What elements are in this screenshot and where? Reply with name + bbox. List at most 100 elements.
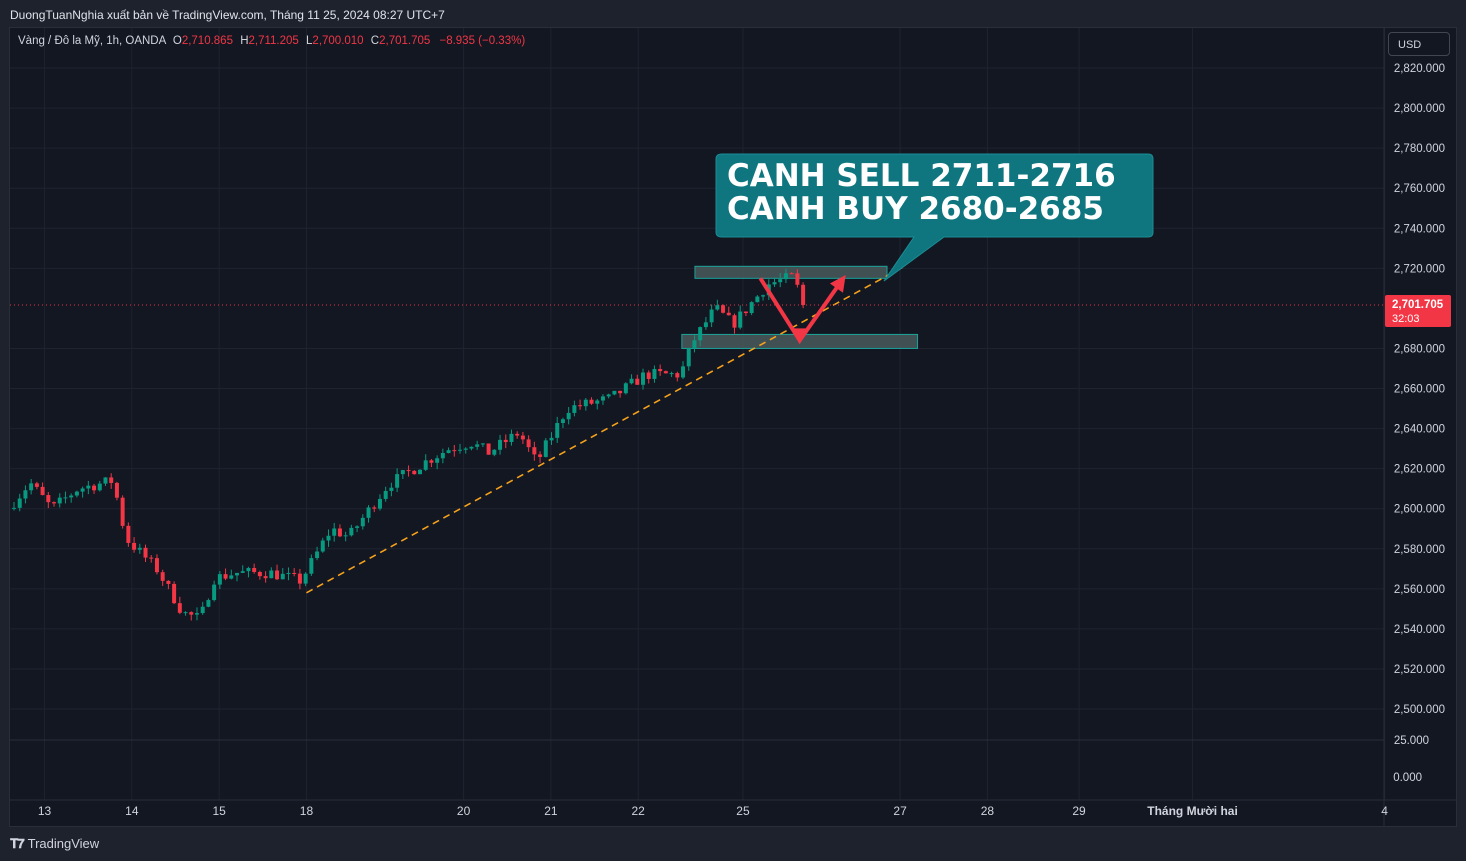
price-tick-label: 2,800.000 (1394, 103, 1445, 115)
candle-body (372, 507, 377, 509)
candle-body (417, 469, 422, 475)
candle-body (435, 458, 440, 463)
close-value: 2,701.705 (379, 35, 431, 47)
candle-body (652, 369, 657, 379)
candle-body (80, 488, 85, 492)
candle-body (183, 612, 188, 614)
candle-body (452, 450, 457, 452)
candle-body (235, 572, 240, 576)
candle-body (795, 273, 800, 285)
time-tick-label: 15 (212, 804, 226, 818)
candle-body (743, 311, 748, 314)
price-tick-label: 2,560.000 (1394, 584, 1445, 596)
candle-body (286, 572, 291, 574)
publish-line: DuongTuanNghia xuất bản về TradingView.c… (10, 8, 445, 22)
tradingview-logo[interactable]: 𝐓𝟕 TradingView (10, 836, 99, 852)
price-tick-label: 2,820.000 (1394, 63, 1445, 75)
price-tick-label: 2,600.000 (1394, 504, 1445, 516)
candle-body (726, 312, 731, 316)
candle-body (583, 399, 588, 407)
candle-body (177, 603, 182, 613)
candle-body (440, 452, 445, 459)
candle-body (778, 279, 783, 283)
candle-body (492, 449, 497, 455)
candle-body (709, 309, 714, 323)
candle-body (160, 572, 165, 581)
candle-body (772, 282, 777, 285)
candle-body (303, 573, 308, 584)
callout-box (715, 153, 1154, 282)
candle-body (166, 580, 171, 584)
change-value: −8.935 (−0.33%) (439, 35, 526, 47)
volume-pane-separator (10, 28, 1456, 826)
candle-body (252, 567, 257, 573)
currency-button[interactable]: USD (1388, 32, 1450, 56)
candle-body (801, 284, 806, 305)
price-tick-label: 2,620.000 (1394, 464, 1445, 476)
tradingview-logo-text: TradingView (27, 836, 100, 851)
candle-body (560, 419, 565, 423)
candle-body (429, 460, 434, 463)
candle-body (475, 444, 480, 447)
candle-body (332, 528, 337, 536)
candle-body (97, 483, 102, 491)
candle-body (377, 498, 382, 509)
candle-body (126, 525, 131, 543)
candle-body (469, 446, 474, 449)
projection-arrow-layer (758, 275, 846, 345)
symbol-label[interactable]: Vàng / Đô la Mỹ, 1h, OANDA (18, 35, 166, 47)
candles (12, 268, 806, 621)
candle-body (74, 491, 79, 496)
candle-body (400, 470, 405, 475)
candle-body (383, 490, 388, 499)
candle-body (395, 474, 400, 488)
candle-body (578, 405, 583, 407)
candle-body (57, 497, 62, 504)
candle-body (543, 440, 548, 457)
high-label: H (240, 35, 249, 47)
high-value: 2,711.205 (248, 35, 299, 47)
candle-body (349, 527, 354, 536)
candle-body (600, 396, 605, 401)
candle-body (143, 547, 148, 558)
time-tick-label: 21 (544, 804, 558, 818)
candle-body (206, 600, 211, 607)
candle-body (738, 311, 743, 328)
time-tick-label: 29 (1072, 804, 1086, 818)
time-tick-label: 18 (300, 804, 314, 818)
candle-body (34, 483, 39, 487)
projection-arrow-valley-head (791, 328, 808, 345)
candle-body (566, 412, 571, 420)
current-price-tag (1385, 294, 1451, 327)
candle-body (149, 557, 154, 559)
candle-body (595, 400, 600, 404)
candle-body (715, 305, 720, 310)
candle-body (12, 507, 16, 509)
price-tick-label: 2,540.000 (1394, 624, 1445, 636)
candle-body (623, 383, 628, 394)
candle-body (549, 437, 554, 441)
candle-body (154, 558, 159, 573)
candle-body (589, 399, 594, 404)
candle-body (789, 273, 794, 275)
price-tick-label: 2,740.000 (1394, 223, 1445, 235)
candle-body (337, 528, 342, 537)
trendline-layer (10, 265, 1384, 594)
candle-body (246, 567, 251, 572)
candle-body (92, 485, 97, 491)
volume-tick-label: 25.000 (1394, 735, 1429, 747)
time-tick-label: 4 (1381, 804, 1388, 818)
candle-body (406, 470, 411, 472)
candle-body (520, 435, 525, 440)
candle-body (263, 576, 268, 579)
candle-body (63, 497, 68, 499)
price-tick-label: 2,680.000 (1394, 343, 1445, 355)
candle-body (212, 584, 217, 601)
price-tick-label: 2,660.000 (1394, 384, 1445, 396)
price-tick-label: 2,780.000 (1394, 143, 1445, 155)
sell-zone (694, 265, 888, 279)
candle-body (275, 570, 280, 580)
candle-body (463, 448, 468, 450)
callout-line-sell: CANH SELL 2711-2716 (727, 158, 1116, 194)
